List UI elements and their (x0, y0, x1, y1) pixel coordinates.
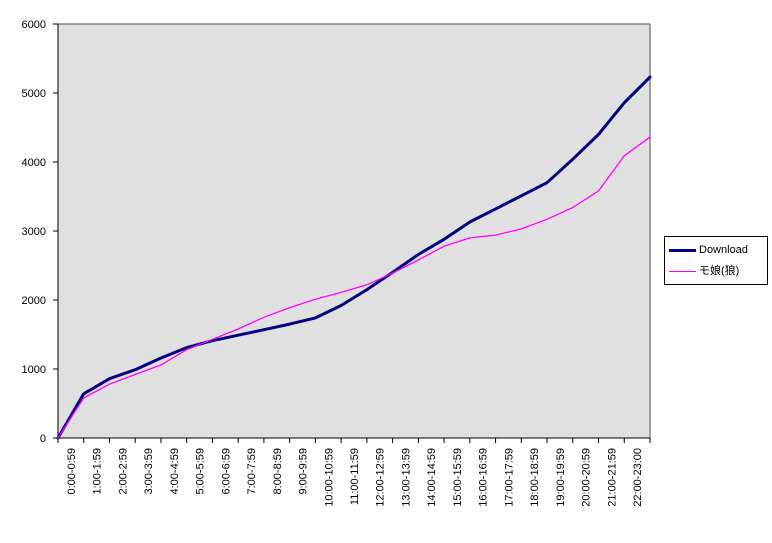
x-axis-label: 13:00-13:59 (400, 448, 412, 507)
x-axis-label: 22:00-23:00 (632, 448, 644, 507)
x-axis-label: 17:00-17:59 (503, 448, 515, 507)
x-axis-label: 6:00-6:59 (220, 448, 232, 494)
x-axis-label: 20:00-20:59 (581, 448, 593, 507)
x-axis-label: 8:00-8:59 (272, 448, 284, 494)
x-axis-label: 7:00-7:59 (246, 448, 258, 494)
momusume-line-swatch-icon (669, 270, 696, 272)
x-axis-label: 11:00-11:59 (349, 448, 361, 505)
x-axis-label: 1:00-1:59 (92, 448, 104, 494)
y-axis-label: 1000 (22, 364, 46, 376)
y-axis-label: 5000 (22, 88, 46, 100)
x-axis-label: 0:00-0:59 (66, 448, 78, 494)
x-axis-label: 15:00-15:59 (452, 448, 464, 507)
download-series-line (56, 75, 652, 440)
y-axis-label: 4000 (22, 157, 46, 169)
legend: Download モ娘(狼) (664, 236, 768, 285)
x-axis-label: 18:00-18:59 (529, 448, 541, 507)
x-axis-label: 2:00-2:59 (117, 448, 129, 494)
legend-label-momusume: モ娘(狼) (699, 264, 740, 277)
legend-entry-momusume: モ娘(狼) (669, 261, 763, 281)
y-axis-label: 2000 (22, 295, 46, 307)
y-axis-label: 3000 (22, 226, 46, 238)
momusume-series-line (57, 136, 651, 439)
x-axis-label: 10:00-10:59 (323, 448, 335, 507)
y-axis-label: 6000 (22, 19, 46, 31)
x-axis-label: 19:00-19:59 (555, 448, 567, 507)
download-line-swatch-icon (669, 248, 696, 252)
x-axis-label: 12:00-12:59 (375, 448, 387, 507)
x-axis-label: 4:00-4:59 (169, 448, 181, 494)
legend-entry-download: Download (669, 240, 763, 260)
legend-label-download: Download (699, 243, 748, 256)
x-axis-label: 3:00-3:59 (143, 448, 155, 494)
plot-area (58, 24, 650, 438)
x-axis-label: 9:00-9:59 (298, 448, 310, 494)
y-axis-label: 0 (40, 433, 46, 445)
x-axis-label: 21:00-21:59 (606, 448, 618, 507)
x-axis-label: 16:00-16:59 (478, 448, 490, 507)
x-axis-label: 5:00-5:59 (195, 448, 207, 494)
x-axis-label: 14:00-14:59 (426, 448, 438, 507)
